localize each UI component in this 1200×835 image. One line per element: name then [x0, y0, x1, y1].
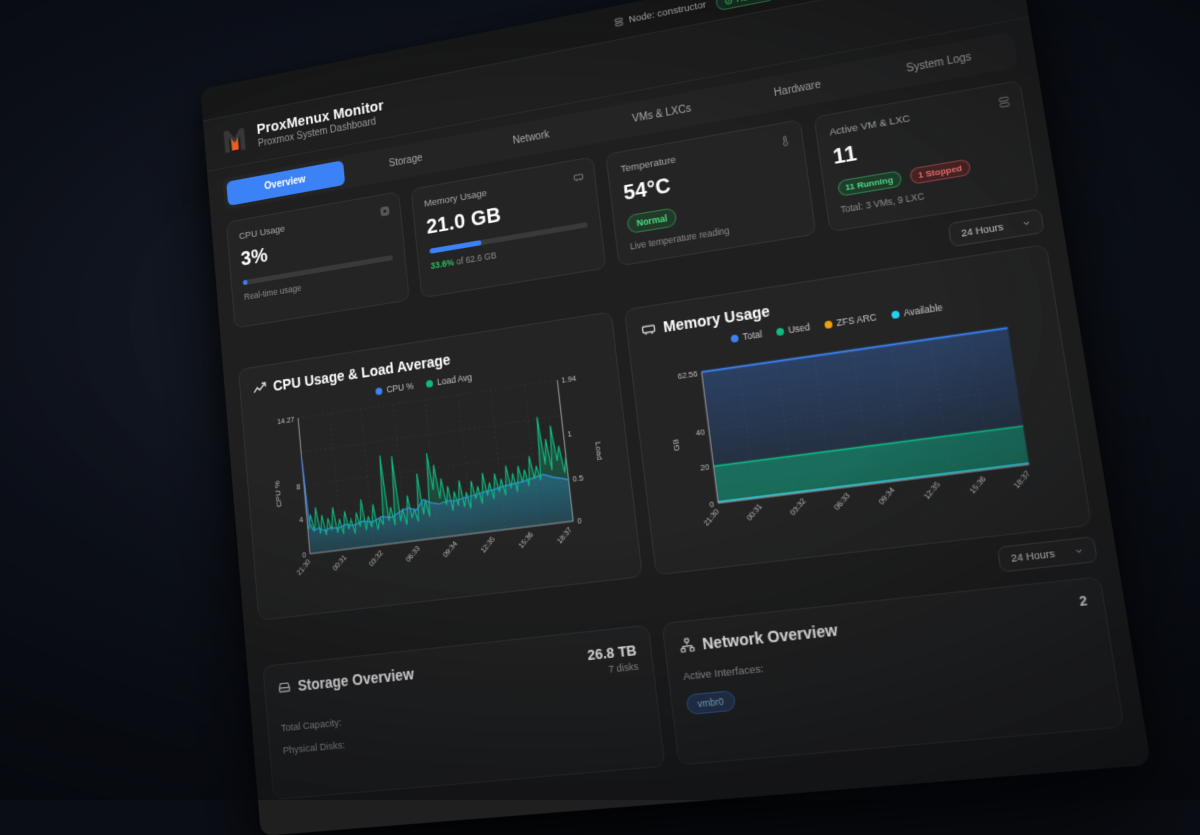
server-stack-icon: [997, 93, 1013, 115]
legend-dot-available: [891, 310, 900, 319]
memory-xtick-1: 00:31: [746, 503, 764, 523]
cpu-ytick-0: 0: [302, 550, 307, 560]
network-title: Network Overview: [701, 621, 838, 653]
panel-memory-chart: Memory Usage Total Used ZFS ARC Availabl…: [624, 244, 1092, 576]
time-range-value: 24 Hours: [960, 221, 1004, 239]
cpu-xtick-1: 00:31: [332, 554, 348, 573]
legend-dot-zfsarc: [824, 320, 833, 329]
memory-progress-fill: [429, 240, 482, 254]
chevron-down-icon: [1021, 218, 1032, 228]
node-label: Node: constructor: [628, 0, 706, 26]
cpu-series-load: [302, 414, 573, 554]
panel-cpu-chart: CPU Usage & Load Average CPU % Load Avg: [238, 311, 643, 621]
storage-metrics: 26.8 TB 7 disks: [587, 642, 640, 677]
memory-ytick-0: 0: [709, 499, 715, 509]
panel-storage-overview: Storage Overview 26.8 TB 7 disks Total C…: [262, 625, 665, 801]
proxmenux-m-logo: [220, 124, 249, 158]
memory-total: of 62.6 GB: [453, 250, 496, 267]
storage-disk-count: 7 disks: [589, 661, 639, 677]
cpu-xtick-6: 15:36: [518, 531, 535, 550]
status-badge-healthy: Healthy: [715, 0, 776, 11]
memory-xtick-2: 03:32: [789, 497, 808, 517]
memory-percent: 33.6%: [430, 257, 455, 271]
cpu-xtick-4: 09:34: [442, 540, 459, 559]
node-indicator: Node: constructor: [614, 0, 707, 28]
panel-network-overview: Network Overview 2 Active Interfaces: vm…: [662, 577, 1125, 766]
load-ytick-1: 1: [567, 429, 572, 439]
storage-title: Storage Overview: [297, 665, 415, 694]
cpu-y2-axis-title: Load: [593, 441, 604, 461]
legend-label-total: Total: [742, 329, 763, 343]
perspective-stage: Node: constructor Healthy Uptime: 5 days…: [0, 0, 1200, 800]
server-icon: [614, 17, 624, 28]
legend-dot-load: [426, 379, 434, 387]
memory-xtick-6: 15:36: [969, 475, 988, 495]
memory-stick-icon: [572, 168, 585, 188]
legend-dot-total: [730, 334, 739, 343]
memory-ytick-max: 62.56: [677, 368, 698, 380]
thermometer-icon: [778, 132, 792, 153]
cpu-progress-fill: [243, 280, 248, 286]
hard-drive-icon: [277, 679, 292, 695]
network-icon: [679, 637, 696, 654]
cpu-chip-icon: [378, 203, 390, 223]
memory-xtick-7: 18:37: [1013, 470, 1033, 491]
memory-xtick-3: 06:33: [833, 492, 852, 512]
network-interface-count: 2: [1079, 595, 1089, 610]
time-range-value-2: 24 Hours: [1010, 548, 1055, 565]
network-interface-pill: vmbr0: [686, 690, 736, 715]
memory-ytick-20: 20: [700, 462, 710, 473]
cpu-xtick-2: 03:32: [368, 549, 385, 568]
legend-dot-used: [776, 327, 785, 336]
legend-label-used: Used: [787, 321, 810, 335]
cpu-xtick-0: 21:30: [296, 558, 312, 576]
cpu-ytick-4: 4: [299, 515, 304, 525]
memory-ytick-40: 40: [695, 427, 705, 438]
vms-running-badge: 11 Running: [836, 170, 902, 197]
vms-stopped-badge: 1 Stopped: [909, 159, 971, 185]
cpu-xtick-3: 06:33: [405, 545, 422, 564]
storage-title-row: Storage Overview: [277, 665, 415, 696]
cpu-ytick-max: 14.27: [277, 415, 295, 427]
network-title-row: Network Overview: [679, 621, 839, 655]
cpu-ytick-8: 8: [296, 482, 301, 492]
memory-xtick-4: 09:34: [878, 486, 897, 506]
load-ytick-0: 0: [577, 516, 582, 526]
memory-y-axis-title: GB: [670, 438, 681, 452]
memory-stick-icon: [640, 321, 656, 338]
chevron-down-icon: [1073, 546, 1084, 556]
dashboard-window: Node: constructor Healthy Uptime: 5 days…: [200, 0, 1151, 835]
cpu-y-axis-title: CPU %: [273, 480, 284, 508]
temperature-status-badge: Normal: [626, 207, 677, 234]
load-ytick-max: 1.94: [561, 373, 577, 385]
legend-dot-cpu: [376, 387, 383, 395]
cpu-xtick-5: 12:35: [480, 536, 497, 555]
memory-xtick-5: 12:35: [923, 481, 942, 501]
trending-up-icon: [252, 380, 267, 397]
check-circle-icon: [724, 0, 733, 5]
health-label: Healthy: [736, 0, 768, 4]
storage-total-capacity-value: 26.8 TB: [587, 642, 638, 664]
cpu-xtick-7: 18:37: [556, 526, 573, 545]
load-ytick-05: 0.5: [572, 472, 584, 483]
memory-xtick-0: 21:30: [703, 508, 721, 528]
